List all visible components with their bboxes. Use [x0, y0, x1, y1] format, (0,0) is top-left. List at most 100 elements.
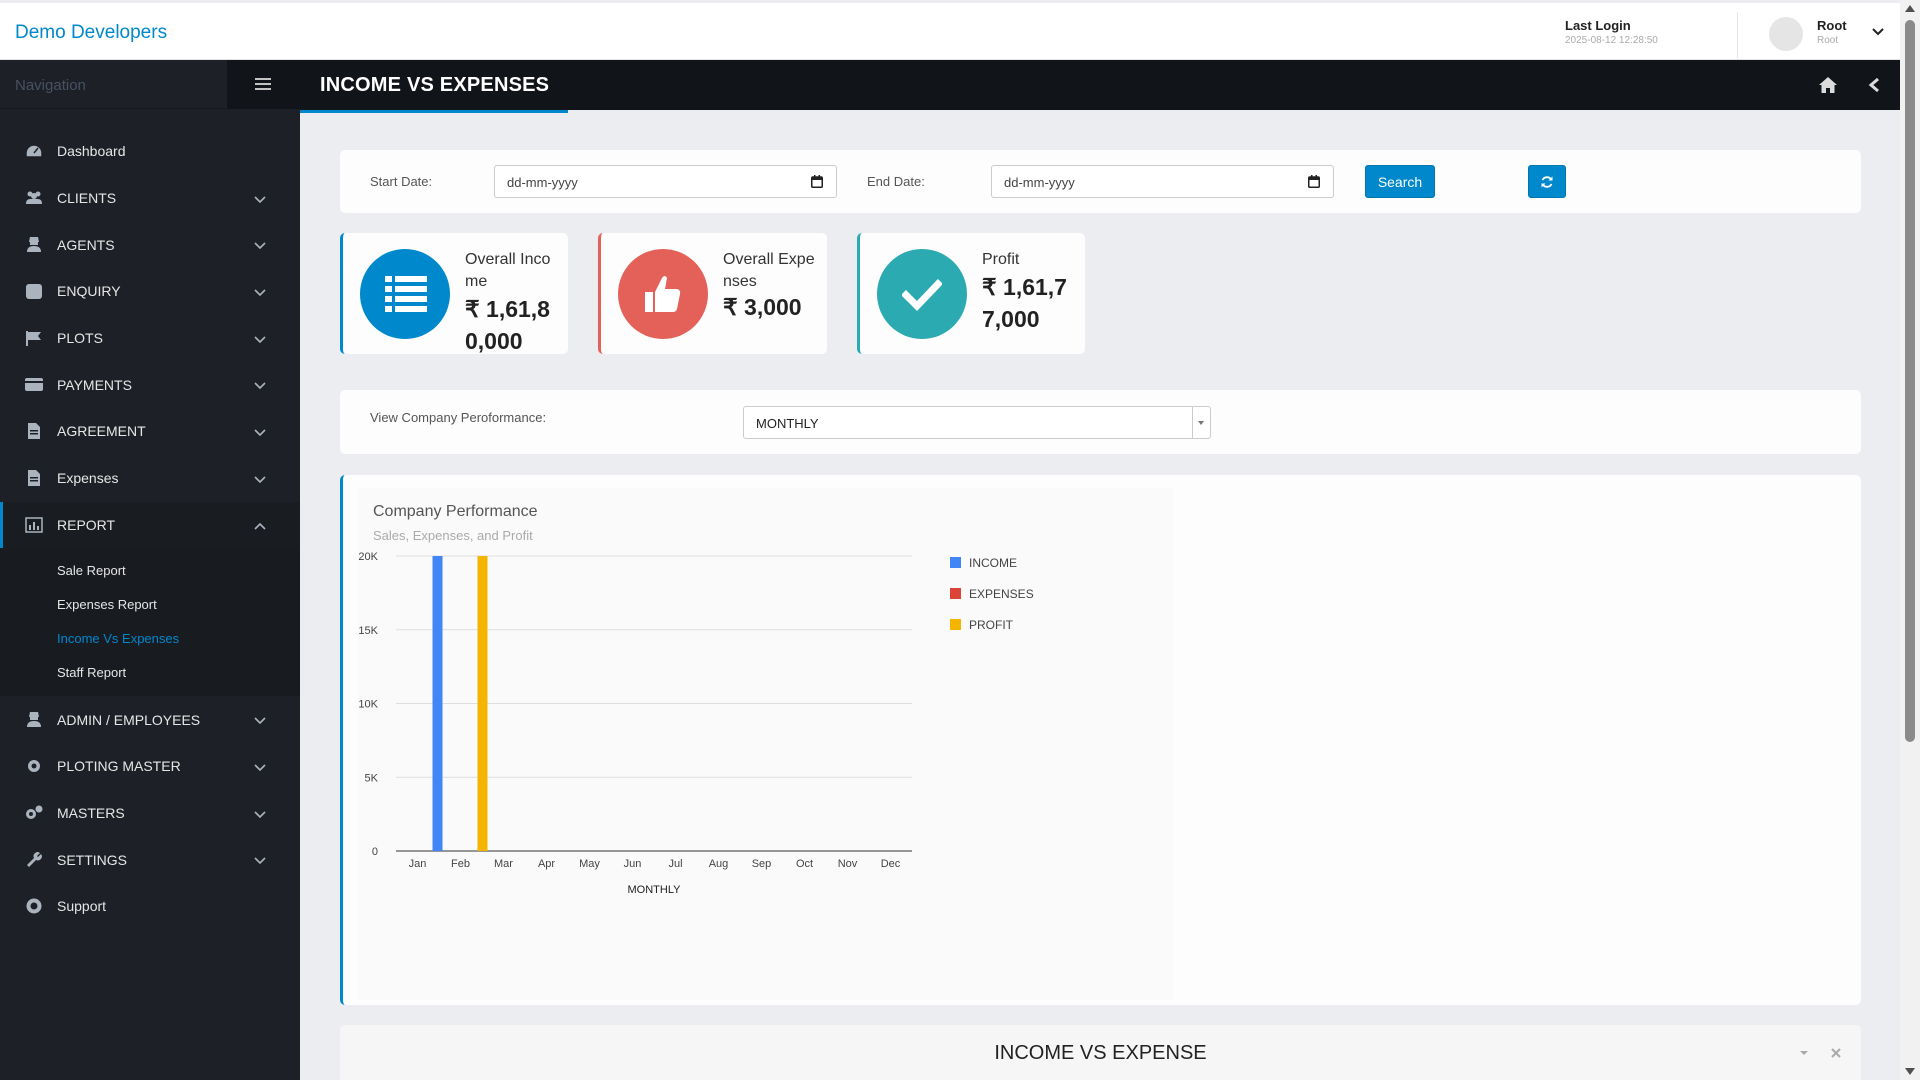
avatar[interactable]	[1769, 17, 1803, 51]
expenses-icon-circle	[618, 249, 708, 339]
scrollbar-thumb[interactable]	[1905, 20, 1915, 742]
sidebar-toggle-button[interactable]	[227, 60, 300, 109]
sidebar-item-clients[interactable]: CLIENTS	[0, 175, 300, 222]
x-tick-label: Jan	[409, 858, 427, 870]
y-tick-label: 20K	[358, 551, 378, 563]
sidebar-item-expenses[interactable]: Expenses	[0, 455, 300, 502]
scroll-down-arrow[interactable]	[1905, 1068, 1915, 1075]
sidebar-item-label: PAYMENTS	[57, 376, 132, 393]
x-tick-label: Feb	[451, 858, 470, 870]
refresh-icon	[1541, 176, 1553, 188]
x-tick-label: Aug	[709, 858, 729, 870]
sidebar-item-agreement[interactable]: AGREEMENT	[0, 408, 300, 455]
chart-subtitle: Sales, Expenses, and Profit	[373, 528, 533, 543]
vertical-scrollbar[interactable]	[1900, 0, 1920, 1080]
submenu-item-income-vs-expenses[interactable]: Income Vs Expenses	[57, 631, 180, 647]
legend-swatch	[950, 588, 961, 599]
sidebar-item-plots[interactable]: PLOTS	[0, 315, 300, 362]
chevron-down-icon	[254, 382, 266, 390]
performance-label: View Company Peroformance:	[370, 410, 547, 425]
sidebar-item-label: SETTINGS	[57, 851, 128, 868]
sidebar-item-admin-employees[interactable]: ADMIN / EMPLOYEES	[0, 696, 300, 743]
agent-icon	[27, 237, 41, 253]
sidebar-item-label: AGENTS	[57, 236, 115, 253]
chevron-down-icon[interactable]	[1192, 407, 1210, 438]
chevron-down-icon	[254, 857, 266, 865]
home-icon[interactable]	[1818, 76, 1838, 94]
legend-swatch	[950, 557, 961, 568]
company-performance-card: Company Performance Sales, Expenses, and…	[340, 475, 1861, 1005]
phone-icon	[26, 284, 42, 300]
x-tick-label: Mar	[494, 858, 513, 870]
close-icon[interactable]	[1831, 1048, 1841, 1058]
x-tick-label: Apr	[538, 858, 555, 870]
list-icon	[385, 276, 427, 312]
calendar-icon[interactable]	[1308, 175, 1320, 188]
last-login-label: Last Login	[1565, 18, 1631, 33]
user-role: Root	[1817, 35, 1839, 46]
header-divider	[1737, 12, 1738, 58]
legend-label: PROFIT	[969, 618, 1014, 632]
calendar-icon[interactable]	[811, 175, 823, 188]
user-info[interactable]: Root Root	[1817, 18, 1847, 46]
chevron-down-icon[interactable]	[1871, 25, 1885, 39]
performance-filter-panel: View Company Peroformance: MONTHLY	[340, 390, 1861, 454]
chevron-down-icon	[254, 810, 266, 818]
sidebar-item-label: PLOTING MASTER	[57, 758, 181, 775]
y-tick-label: 5K	[365, 772, 379, 784]
y-tick-label: 10K	[358, 699, 378, 711]
sidebar-item-enquiry[interactable]: ENQUIRY	[0, 268, 300, 315]
sidebar-item-label: AGREEMENT	[57, 423, 146, 440]
sidebar-item-label: REPORT	[57, 516, 116, 533]
sidebar-item-support[interactable]: Support	[0, 883, 300, 930]
sidebar-item-agents[interactable]: AGENTS	[0, 221, 300, 268]
chevron-down-icon	[254, 764, 266, 772]
sidebar-item-payments[interactable]: PAYMENTS	[0, 361, 300, 408]
gears-icon	[26, 805, 43, 819]
sidebar-header: Navigation	[0, 60, 300, 109]
search-button[interactable]: Search	[1365, 165, 1435, 198]
profit-title: Profit	[982, 251, 1020, 268]
top-header: Demo Developers Last Login 2025-08-12 12…	[0, 0, 1900, 60]
flag-icon	[26, 330, 41, 346]
submenu-item-staff-report[interactable]: Staff Report	[57, 665, 127, 681]
sidebar-item-report[interactable]: REPORT	[0, 501, 300, 549]
date-filter-panel: Start Date: dd-mm-yyyy End Date: dd-mm-y…	[340, 150, 1861, 213]
panel-tools	[1799, 1045, 1841, 1063]
sidebar-menu: Dashboard CLIENTS AGENTS ENQUIRY PLOTS PAYMEN…	[0, 128, 300, 930]
scroll-up-arrow[interactable]	[1905, 5, 1915, 12]
gear-icon	[28, 759, 40, 772]
brand-logo[interactable]: Demo Developers	[15, 22, 168, 43]
sidebar-item-settings[interactable]: SETTINGS	[0, 836, 300, 883]
hamburger-icon	[255, 78, 271, 90]
expenses-value: ₹ 3,000	[723, 294, 802, 320]
refresh-button[interactable]	[1528, 165, 1566, 198]
sidebar-item-ploting-master[interactable]: PLOTING MASTER	[0, 743, 300, 790]
sidebar-item-label: ENQUIRY	[57, 283, 121, 300]
sidebar-item-masters[interactable]: MASTERS	[0, 790, 300, 837]
chevron-left-icon[interactable]	[1868, 77, 1880, 93]
sidebar-item-dashboard[interactable]: Dashboard	[0, 128, 300, 175]
caret-down-icon[interactable]	[1799, 1048, 1809, 1058]
income-title: Overall Income	[465, 251, 551, 290]
chevron-down-icon	[254, 336, 266, 343]
x-tick-label: Dec	[881, 858, 901, 870]
x-tick-label: Nov	[838, 858, 858, 870]
submenu-item-expenses-report[interactable]: Expenses Report	[57, 597, 157, 613]
income-vs-expense-panel: INCOME VS EXPENSE	[340, 1025, 1861, 1080]
thumbs-up-icon	[645, 276, 681, 312]
chevron-down-icon	[254, 196, 266, 203]
lifebuoy-icon	[26, 898, 42, 914]
wrench-icon	[27, 852, 42, 868]
sidebar-item-label: MASTERS	[57, 804, 125, 821]
sidebar: Navigation Dashboard CLIENTS AGENTS ENQUIRY…	[0, 60, 300, 1080]
end-date-input[interactable]: dd-mm-yyyy	[991, 165, 1334, 198]
y-tick-label: 0	[372, 846, 378, 858]
performance-select[interactable]: MONTHLY	[743, 406, 1211, 439]
start-date-input[interactable]: dd-mm-yyyy	[494, 165, 837, 198]
user-name: Root	[1817, 18, 1847, 33]
expenses-title: Overall Expenses	[723, 251, 815, 290]
sidebar-item-label: Expenses	[57, 470, 119, 487]
end-date-placeholder: dd-mm-yyyy	[1004, 175, 1075, 190]
submenu-item-sale-report[interactable]: Sale Report	[57, 563, 126, 579]
